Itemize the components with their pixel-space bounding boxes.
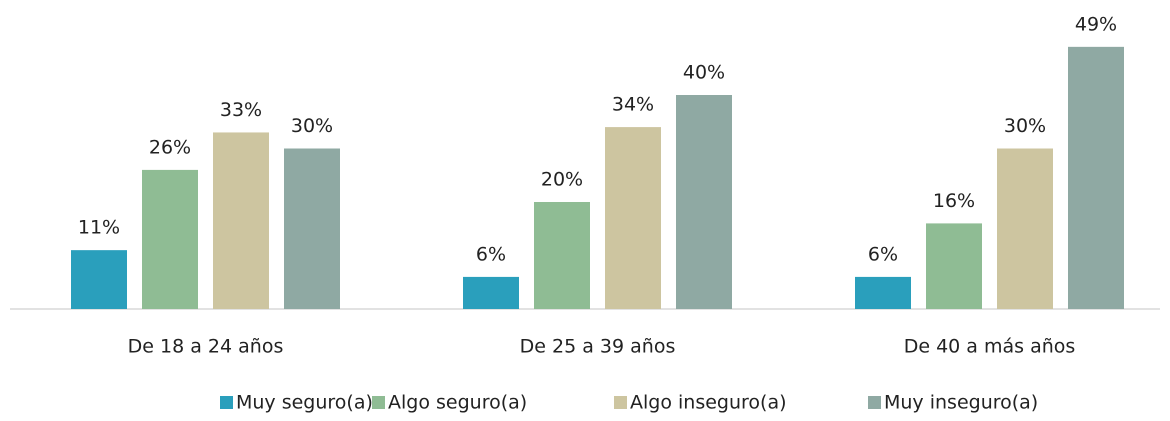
bar	[534, 202, 590, 309]
legend-swatch	[220, 396, 233, 409]
x-tick-label: De 25 a 39 años	[520, 336, 676, 358]
value-label: 20%	[541, 169, 583, 191]
value-label: 11%	[78, 217, 120, 239]
bar	[997, 148, 1053, 309]
bar	[605, 127, 661, 309]
value-label: 34%	[612, 94, 654, 116]
bar	[463, 276, 519, 309]
legend-swatch	[614, 396, 627, 409]
value-label: 16%	[933, 190, 975, 212]
bar	[676, 95, 732, 309]
value-label: 30%	[291, 115, 333, 137]
value-label: 30%	[1004, 115, 1046, 137]
x-tick-label: De 18 a 24 años	[128, 336, 284, 358]
legend-label: Algo inseguro(a)	[630, 392, 787, 414]
value-label: 6%	[868, 243, 898, 265]
bar	[213, 132, 269, 309]
bar	[1068, 46, 1124, 309]
legend-label: Muy seguro(a)	[236, 392, 373, 414]
legend-swatch	[868, 396, 881, 409]
bar	[284, 148, 340, 309]
value-label: 26%	[149, 136, 191, 158]
value-label: 40%	[683, 62, 725, 84]
bar	[926, 223, 982, 309]
value-label: 33%	[220, 99, 262, 121]
legend-label: Algo seguro(a)	[388, 392, 527, 414]
legend-swatch	[372, 396, 385, 409]
bar	[71, 250, 127, 309]
value-label: 6%	[476, 243, 506, 265]
value-label: 49%	[1075, 13, 1117, 35]
bar	[142, 169, 198, 309]
legend-label: Muy inseguro(a)	[884, 392, 1038, 414]
x-tick-label: De 40 a más años	[904, 336, 1076, 358]
bar	[855, 276, 911, 309]
